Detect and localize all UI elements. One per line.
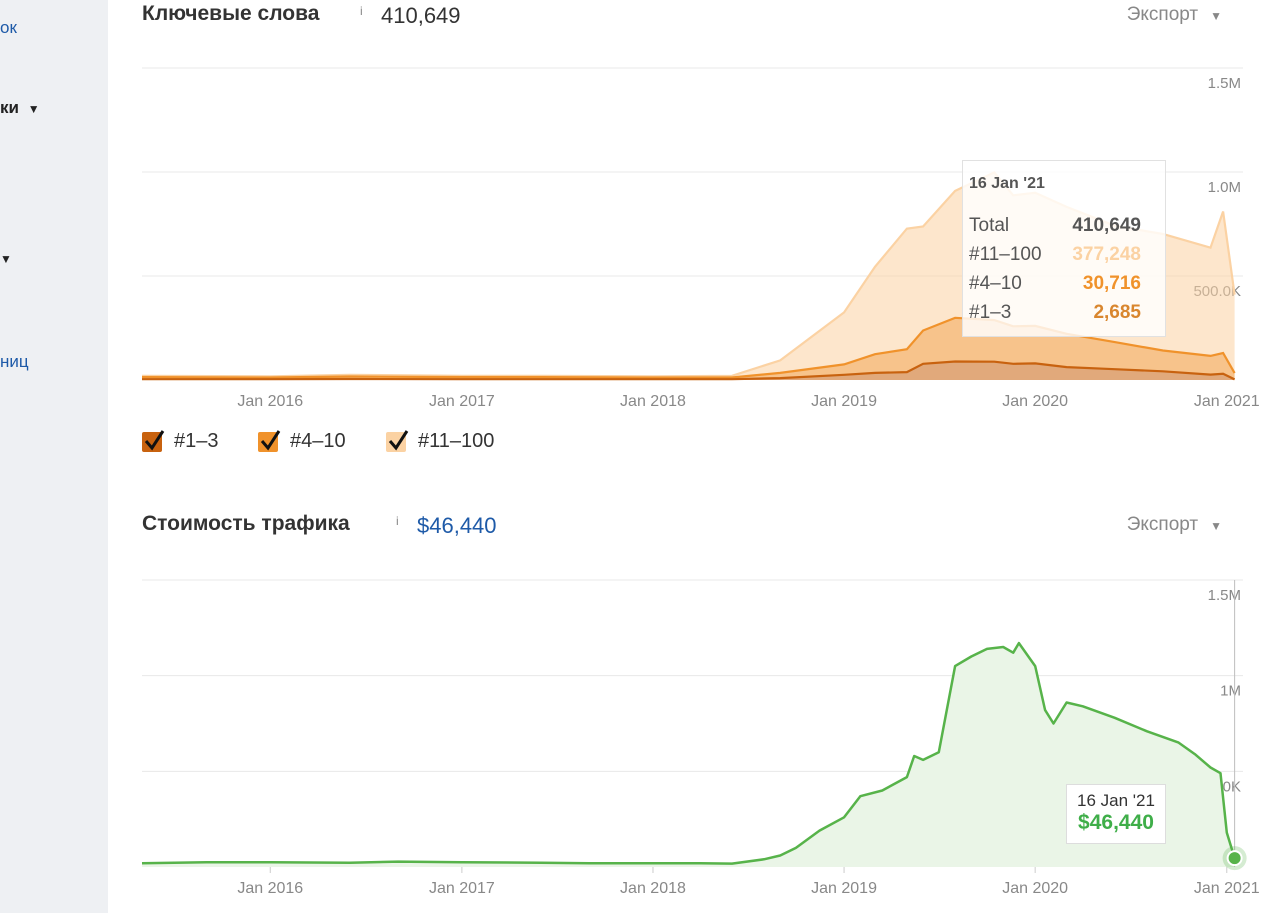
legend-checkbox-11-100[interactable] xyxy=(386,429,409,452)
y-tick-label: 1.0M xyxy=(1208,179,1241,196)
sidebar-link-1[interactable]: ок xyxy=(0,18,17,37)
keywords-tooltip: 16 Jan '21 Total 410,649 #11–100 377,248… xyxy=(962,160,1166,337)
legend-label-4-10: #4–10 xyxy=(290,430,346,452)
keywords-export-button[interactable]: Экспорт ▼ xyxy=(1127,4,1222,26)
info-icon[interactable]: i xyxy=(396,514,399,528)
series-area-pos_4_10 xyxy=(142,317,1235,380)
hover-point xyxy=(1226,850,1243,867)
keywords-header: Ключевые слова i 410,649 Экспорт ▼ xyxy=(142,2,1242,34)
legend-label-1-3: #1–3 xyxy=(174,430,219,452)
sidebar-section-1[interactable]: ки ▼ xyxy=(0,98,40,118)
x-tick-label: Jan 2020 xyxy=(1002,880,1068,897)
y-tick-label: 1.5M xyxy=(1208,75,1241,92)
series-line-pos_1_3 xyxy=(142,360,1236,381)
x-tick-label: Jan 2021 xyxy=(1194,393,1260,410)
x-tick-label: Jan 2021 xyxy=(1194,880,1260,897)
series-area-pos_1_3 xyxy=(142,361,1235,380)
keywords-total-value: 410,649 xyxy=(381,3,461,28)
traffic-area xyxy=(142,643,1235,867)
tooltip-value-11-100: 377,248 xyxy=(1072,244,1141,265)
legend-item-1-3[interactable]: #1–3 xyxy=(142,429,219,453)
traffic-header: Стоимость трафика i $46,440 Экспорт ▼ xyxy=(142,512,1242,544)
series-line-pos_4_10 xyxy=(141,316,1236,379)
x-tick-label: Jan 2017 xyxy=(429,880,495,897)
x-tick-label: Jan 2019 xyxy=(811,393,877,410)
legend-item-4-10[interactable]: #4–10 xyxy=(258,429,346,453)
tooltip-label-1-3: #1–3 xyxy=(969,302,1012,323)
traffic-tooltip: 16 Jan '21 $46,440 xyxy=(1066,784,1166,844)
tooltip-value-1-3: 2,685 xyxy=(1093,302,1141,323)
x-tick-label: Jan 2019 xyxy=(811,880,877,897)
chevron-down-icon: ▼ xyxy=(1210,519,1222,533)
legend-item-11-100[interactable]: #11–100 xyxy=(386,429,495,453)
chevron-down-icon: ▼ xyxy=(27,102,40,116)
traffic-title: Стоимость трафика xyxy=(142,512,350,535)
traffic-export-label: Экспорт xyxy=(1126,514,1199,535)
x-tick-label: Jan 2020 xyxy=(1002,393,1068,410)
tooltip-value-4-10: 30,716 xyxy=(1082,273,1141,294)
chevron-down-icon: ▼ xyxy=(0,252,12,266)
legend-checkbox-4-10[interactable] xyxy=(258,429,281,452)
keywords-export-label: Экспорт xyxy=(1126,4,1199,25)
traffic-line xyxy=(141,641,1236,865)
traffic-tooltip-date: 16 Jan '21 xyxy=(1077,791,1155,810)
traffic-total-value: $46,440 xyxy=(417,513,497,538)
sidebar-section-2[interactable]: ▼ xyxy=(0,248,12,268)
x-tick-label: Jan 2018 xyxy=(620,880,686,897)
y-tick-label: 1.5M xyxy=(1208,587,1241,604)
x-tick-label: Jan 2017 xyxy=(429,393,495,410)
tooltip-label-4-10: #4–10 xyxy=(969,273,1022,294)
x-tick-label: Jan 2016 xyxy=(237,393,303,410)
sidebar: ок ки ▼ ▼ ниц xyxy=(0,0,108,913)
keywords-title: Ключевые слова xyxy=(142,2,320,25)
x-tick-label: Jan 2016 xyxy=(237,880,303,897)
traffic-export-button[interactable]: Экспорт ▼ xyxy=(1127,514,1222,536)
tooltip-label-11-100: #11–100 xyxy=(969,244,1042,265)
y-tick-label: 1M xyxy=(1220,683,1241,700)
info-icon[interactable]: i xyxy=(360,4,363,18)
x-tick-label: Jan 2018 xyxy=(620,393,686,410)
traffic-panel: Стоимость трафика i $46,440 Экспорт ▼ xyxy=(142,512,1252,912)
sidebar-section-1-label: ки xyxy=(0,98,19,117)
keywords-tooltip-date: 16 Jan '21 xyxy=(969,175,1045,192)
chevron-down-icon: ▼ xyxy=(1210,9,1222,23)
tooltip-value-total: 410,649 xyxy=(1072,215,1141,236)
sidebar-link-2[interactable]: ниц xyxy=(0,352,29,371)
keywords-legend: #1–3 #4–10 #11–100 xyxy=(142,429,642,460)
keywords-panel: Ключевые слова i 410,649 Экспорт ▼ xyxy=(142,0,1252,470)
legend-label-11-100: #11–100 xyxy=(418,430,495,452)
series-area-pos_11_100 xyxy=(142,172,1235,378)
legend-checkbox-1-3[interactable] xyxy=(142,429,165,452)
traffic-tooltip-value: $46,440 xyxy=(1078,811,1154,834)
tooltip-label-total: Total xyxy=(969,215,1010,236)
